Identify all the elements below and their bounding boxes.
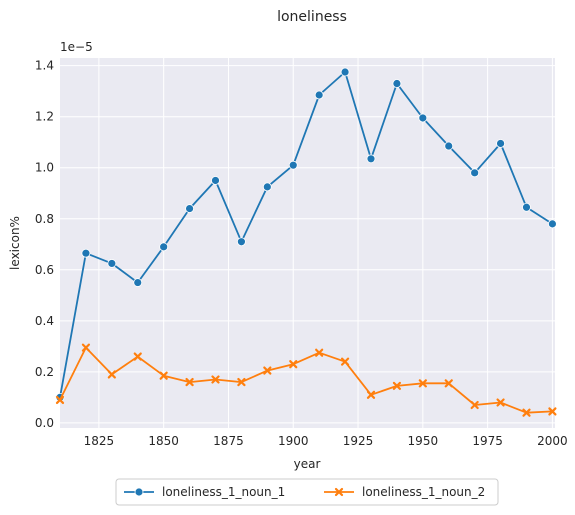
- plot-area: [60, 58, 555, 428]
- data-point: [445, 142, 453, 150]
- data-point: [367, 155, 375, 163]
- y-tick-label: 1.2: [35, 110, 54, 124]
- y-tick-label: 0.0: [35, 416, 54, 430]
- y-tick-label: 0.6: [35, 263, 54, 277]
- data-point: [522, 203, 530, 211]
- data-point: [186, 205, 194, 213]
- data-point: [211, 176, 219, 184]
- x-tick-label: 1975: [472, 434, 503, 448]
- y-axis: 0.0 0.2 0.4 0.6 0.8 1.0 1.2 1.4: [35, 59, 54, 430]
- legend-label: loneliness_1_noun_2: [362, 485, 485, 499]
- y-multiplier-label: 1e−5: [60, 40, 93, 54]
- data-point: [108, 259, 116, 267]
- legend-label: loneliness_1_noun_1: [162, 485, 285, 499]
- y-tick-label: 0.4: [35, 314, 54, 328]
- y-tick-label: 1.0: [35, 161, 54, 175]
- y-axis-label: lexicon%: [8, 216, 22, 270]
- data-point: [82, 249, 90, 257]
- legend: loneliness_1_noun_1 loneliness_1_noun_2: [116, 479, 498, 505]
- data-point: [160, 243, 168, 251]
- x-tick-label: 1950: [408, 434, 439, 448]
- data-point: [548, 220, 556, 228]
- chart-title: loneliness: [277, 9, 347, 25]
- data-point: [134, 279, 142, 287]
- data-point: [341, 68, 349, 76]
- x-tick-label: 1825: [84, 434, 115, 448]
- x-tick-label: 1850: [148, 434, 179, 448]
- data-point: [497, 139, 505, 147]
- legend-marker: [135, 488, 143, 496]
- data-point: [471, 169, 479, 177]
- x-tick-label: 2000: [537, 434, 568, 448]
- y-tick-label: 0.8: [35, 212, 54, 226]
- data-point: [289, 161, 297, 169]
- data-point: [237, 238, 245, 246]
- data-point: [263, 183, 271, 191]
- data-point: [315, 91, 323, 99]
- x-tick-label: 1900: [278, 434, 309, 448]
- data-point: [393, 80, 401, 88]
- x-tick-label: 1925: [343, 434, 374, 448]
- x-axis: 1825 1850 1875 1900 1925 1950 1975 2000: [84, 434, 568, 448]
- y-tick-label: 1.4: [35, 59, 54, 73]
- data-point: [419, 114, 427, 122]
- x-tick-label: 1875: [213, 434, 244, 448]
- x-axis-label: year: [294, 457, 321, 471]
- y-tick-label: 0.2: [35, 365, 54, 379]
